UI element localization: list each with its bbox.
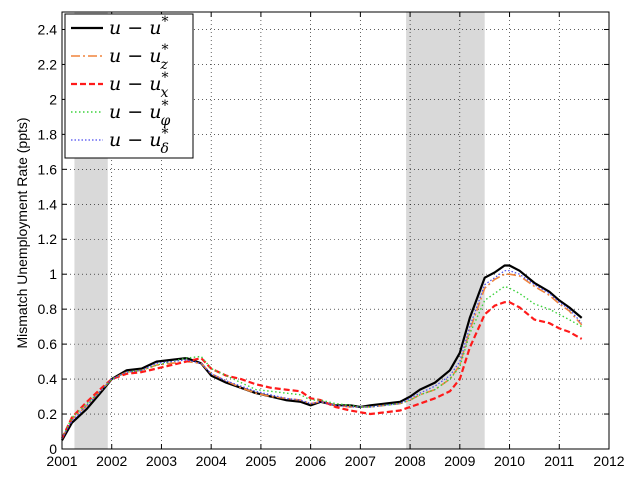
legend-label-superscript: *	[161, 126, 168, 142]
legend-label-5: u − u* δ	[109, 126, 169, 157]
legend-label-4: u − u* φ	[109, 98, 170, 129]
y-tick-label: 1.4	[38, 196, 58, 212]
y-tick-label: 1.2	[38, 231, 58, 247]
legend-label-3: u − u* x	[109, 70, 168, 101]
x-tick-label: 2012	[593, 453, 624, 469]
series-line-3	[61, 301, 583, 439]
y-tick-label: 2.4	[38, 21, 58, 37]
y-tick-label: 0	[49, 441, 57, 457]
series-line-2	[61, 273, 583, 439]
x-axis-ticks: 2001 2002 2003 2004 2005 2006 2007 2008 2009 2010…	[46, 12, 625, 469]
y-tick-label: 0.4	[38, 371, 58, 387]
legend: u − u*u − u* zu − u* xu − u* φu − u* δ	[64, 13, 194, 159]
y-tick-label: 1.8	[38, 126, 58, 142]
axes-border	[61, 11, 610, 450]
legend-label-2: u − u* z	[109, 42, 168, 73]
legend-label-subscript: z	[159, 57, 168, 73]
legend-label-subscript: x	[160, 85, 168, 101]
recession-band-2	[406, 12, 485, 449]
x-tick-label: 2005	[245, 453, 276, 469]
x-tick-label: 2003	[146, 453, 177, 469]
x-tick-label: 2006	[295, 453, 326, 469]
y-tick-label: 1.6	[38, 161, 58, 177]
x-tick-label: 2008	[395, 453, 426, 469]
y-tick-label: 2.2	[38, 56, 58, 72]
y-axis-label: Mismatch Unemployment Rate (ppts)	[14, 117, 30, 348]
legend-label-main: u − u	[109, 45, 161, 67]
legend-label-main: u − u	[109, 17, 161, 39]
legend-label-main: u − u	[109, 129, 161, 151]
x-tick-label: 2009	[444, 453, 475, 469]
x-tick-label: 2002	[96, 453, 127, 469]
x-tick-label: 2007	[345, 453, 376, 469]
series-line-5	[61, 270, 583, 439]
legend-label-main: u − u	[109, 73, 161, 95]
series-line-1	[61, 264, 583, 441]
y-axis-ticks: 0 0.2 0.4 0.6 0.8 1 1.2 1.4 1.6 1.8 2 2.2 2.4	[38, 21, 609, 457]
legend-label-main: u − u	[109, 101, 161, 123]
legend-label-1: u − u*	[109, 14, 168, 39]
legend-label-subscript: φ	[160, 113, 170, 129]
legend-label-superscript: *	[161, 70, 168, 86]
legend-label-superscript: *	[161, 42, 168, 58]
x-tick-label: 2001	[46, 453, 77, 469]
legend-label-superscript: *	[161, 14, 168, 30]
axes-frame	[61, 11, 610, 450]
x-tick-label: 2011	[544, 453, 574, 469]
y-tick-label: 1	[49, 266, 57, 282]
legend-label-superscript: *	[161, 98, 168, 114]
legend-label-subscript: δ	[160, 141, 168, 157]
x-tick-label: 2004	[196, 453, 227, 469]
y-tick-label: 2	[49, 91, 57, 107]
y-tick-label: 0.8	[38, 301, 58, 317]
series-lines	[61, 264, 583, 441]
y-tick-label: 0.2	[38, 406, 58, 422]
x-tick-label: 2010	[494, 453, 525, 469]
y-tick-label: 0.6	[38, 336, 58, 352]
legend-box	[64, 13, 194, 159]
